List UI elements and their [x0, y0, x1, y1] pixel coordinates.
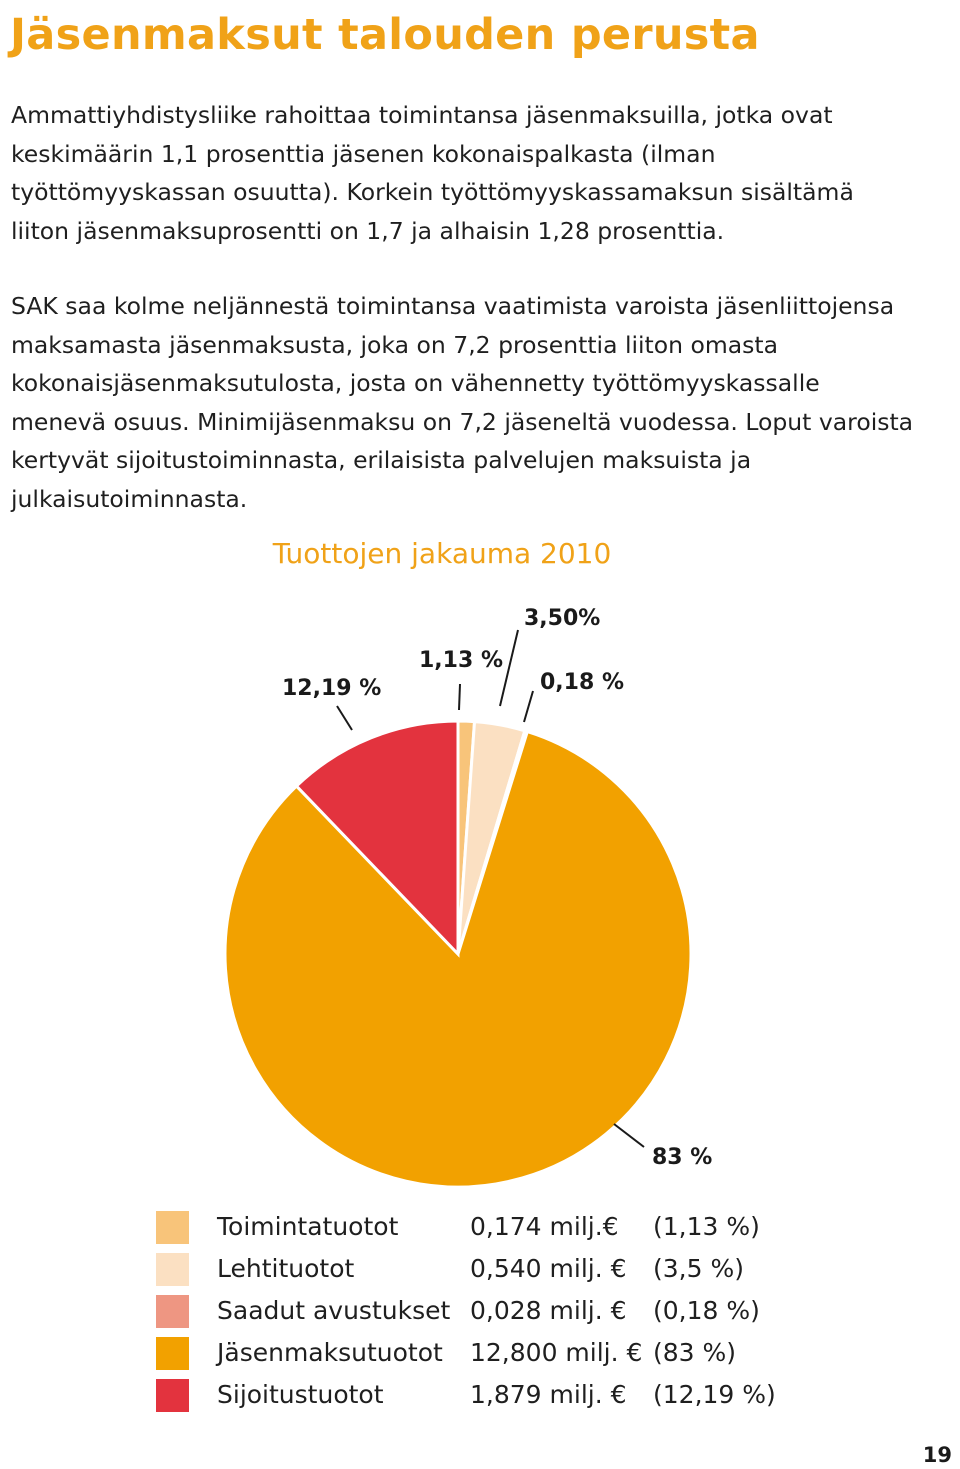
pie-slice-jasenmaksutuotot: [223, 729, 693, 1189]
leader-line-sijoitustuotot: [336, 705, 353, 731]
chart-title: Tuottojen jakauma 2010: [272, 537, 612, 570]
legend-amount: 1,879 milj. €: [470, 1380, 627, 1409]
legend-amount: 0,028 milj. €: [470, 1296, 627, 1325]
legend-swatch: [156, 1211, 189, 1244]
leader-line-jasenmaksutuotot: [613, 1123, 645, 1148]
page-number: 19: [922, 1443, 952, 1467]
legend-amount: 0,540 milj. €: [470, 1254, 627, 1283]
legend-swatch: [156, 1379, 189, 1412]
intro-paragraph: Ammattiyhdistysliike rahoittaa toimintan…: [11, 101, 854, 245]
slice-label-toimintatuotot: 1,13 %: [419, 648, 503, 673]
leader-line-saadut-avustukset: [523, 690, 534, 723]
page-title: Jäsenmaksut talouden perusta: [10, 10, 760, 60]
slice-label-saadut-avustukset: 0,18 %: [540, 670, 624, 695]
legend-item-toimintatuotot: Toimintatuotot 0,174 milj.€ (1,13 %): [156, 1210, 796, 1246]
slice-label-lehtituotot: 3,50%: [524, 606, 601, 631]
legend-percent: (0,18 %): [653, 1296, 760, 1325]
slice-label-jasenmaksutuotot: 83 %: [652, 1145, 713, 1170]
legend-percent: (83 %): [653, 1338, 737, 1367]
leader-line-toimintatuotot: [458, 683, 461, 711]
legend-name: Sijoitustuotot: [217, 1380, 384, 1409]
legend-item-saadut-avustukset: Saadut avustukset 0,028 milj. € (0,18 %): [156, 1294, 796, 1330]
legend-name: Jäsenmaksutuotot: [217, 1338, 443, 1367]
legend-percent: (1,13 %): [653, 1212, 760, 1241]
pie-chart: [223, 629, 693, 1189]
legend-swatch: [156, 1253, 189, 1286]
legend-amount: 0,174 milj.€: [470, 1212, 619, 1241]
leader-line-lehtituotot: [499, 629, 519, 707]
legend-amount: 12,800 milj. €: [470, 1338, 643, 1367]
legend-percent: (3,5 %): [653, 1254, 744, 1283]
legend-name: Saadut avustukset: [217, 1296, 451, 1325]
legend-percent: (12,19 %): [653, 1380, 776, 1409]
legend-name: Toimintatuotot: [217, 1212, 399, 1241]
legend-swatch: [156, 1295, 189, 1328]
slice-label-sijoitustuotot: 12,19 %: [282, 676, 382, 701]
pie-slice-sijoitustuotot: [294, 719, 460, 958]
body-paragraph: SAK saa kolme neljännestä toimintansa va…: [11, 292, 914, 513]
legend-item-sijoitustuotot: Sijoitustuotot 1,879 milj. € (12,19 %): [156, 1378, 796, 1414]
legend-name: Lehtituotot: [217, 1254, 355, 1283]
legend-item-jasenmaksutuotot: Jäsenmaksutuotot 12,800 milj. € (83 %): [156, 1336, 796, 1372]
legend-swatch: [156, 1337, 189, 1370]
legend-item-lehtituotot: Lehtituotot 0,540 milj. € (3,5 %): [156, 1252, 796, 1288]
